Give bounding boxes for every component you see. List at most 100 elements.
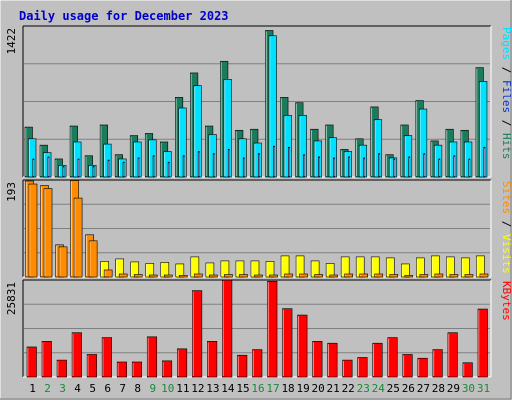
files-bar — [388, 157, 398, 178]
kbytes-bar — [462, 362, 473, 378]
files-bar — [253, 142, 262, 178]
sites-bar — [179, 275, 188, 278]
files-bar — [58, 165, 67, 178]
sites-bar — [419, 274, 429, 278]
files-bar — [434, 144, 443, 178]
sites-bar — [133, 274, 143, 278]
files-bar — [208, 134, 217, 178]
panel-1-ymax-label: 1422 — [5, 28, 18, 55]
files-bar — [268, 35, 277, 178]
panel-2-ymax-label: 193 — [5, 182, 18, 202]
day-label: 13 — [206, 382, 219, 395]
sites-bar — [239, 274, 248, 278]
sites-bar — [88, 240, 98, 278]
panel-3-ymax-label: 25831 — [5, 282, 18, 315]
sites-bar — [449, 274, 459, 278]
kbytes-bar — [312, 341, 323, 378]
kbytes-bar — [146, 336, 158, 378]
sites-bar — [224, 274, 233, 278]
files-bar — [193, 85, 202, 178]
sites-bar — [389, 274, 399, 278]
kbytes-bar — [342, 359, 353, 378]
sites-bar — [58, 246, 68, 278]
kbytes-bar — [26, 346, 37, 378]
day-label: 6 — [104, 382, 111, 395]
day-label: 17 — [266, 382, 279, 395]
files-bar — [419, 108, 428, 178]
day-label: 5 — [89, 382, 96, 395]
files-bar — [449, 141, 458, 178]
day-label: 4 — [74, 382, 81, 395]
kbytes-bar — [237, 354, 248, 378]
day-label: 7 — [119, 382, 126, 395]
day-label: 31 — [477, 382, 490, 395]
sites-bar — [118, 273, 128, 278]
day-label: 10 — [161, 382, 174, 395]
day-label: 19 — [296, 382, 309, 395]
sites-bar — [148, 274, 158, 278]
kbytes-bar — [357, 357, 368, 378]
sites-bar — [28, 183, 38, 278]
kbytes-bar — [372, 342, 383, 378]
sites-bar — [464, 274, 474, 278]
chart-panels: 1422 Pages / Files / Hits 193 Sites / Visit… — [5, 25, 512, 378]
panel-1-legend: Pages / Files / Hits — [500, 27, 512, 160]
panel-2: 193 Sites / Visits — [5, 179, 512, 278]
kbytes-bar — [477, 308, 488, 378]
sites-bar — [479, 273, 489, 278]
sites-bar — [359, 273, 369, 278]
kbytes-bar — [56, 359, 67, 378]
sites-bar — [374, 273, 384, 278]
files-bar — [73, 141, 82, 178]
sites-bar — [73, 197, 83, 278]
day-label: 21 — [327, 382, 340, 395]
day-label: 2 — [44, 382, 51, 395]
day-label: 18 — [281, 382, 294, 395]
day-label: 20 — [312, 382, 325, 395]
sites-bar — [269, 274, 278, 278]
panel-3: 25831 KBytes — [5, 279, 512, 378]
sites-bar — [194, 273, 203, 278]
files-bar — [223, 79, 232, 178]
sites-bar — [43, 188, 53, 278]
files-bar — [464, 141, 473, 178]
panel-3-legend-part: KBytes — [500, 281, 512, 321]
files-bar — [178, 107, 187, 178]
sites-bar — [254, 274, 263, 278]
files-bar — [283, 115, 292, 178]
panel-2-legend-part: Sites — [500, 181, 512, 214]
files-bar — [238, 138, 247, 178]
kbytes-bar — [252, 349, 263, 378]
day-label: 16 — [251, 382, 264, 395]
day-label: 9 — [149, 382, 156, 395]
files-bar — [103, 143, 112, 178]
files-bar — [358, 144, 368, 178]
day-label: 27 — [417, 382, 430, 395]
day-label: 22 — [342, 382, 355, 395]
kbytes-bar — [207, 341, 218, 378]
files-bar — [298, 115, 307, 178]
kbytes-bar — [417, 357, 428, 378]
panel-3-legend: KBytes — [500, 281, 512, 321]
kbytes-bar — [447, 332, 458, 378]
kbytes-bar — [267, 280, 278, 378]
sites-bar — [434, 273, 444, 278]
kbytes-bar — [282, 308, 293, 378]
files-bar — [373, 119, 383, 178]
day-label: 8 — [134, 382, 141, 395]
day-label: 15 — [236, 382, 249, 395]
sites-bar — [209, 274, 218, 278]
day-label: 25 — [387, 382, 400, 395]
panel-2-legend-part: / — [500, 214, 512, 234]
day-label: 29 — [447, 382, 460, 395]
files-bar — [43, 152, 52, 178]
sites-bar — [329, 274, 338, 278]
panel-2-legend: Sites / Visits — [500, 181, 512, 274]
chart-title: Daily usage for December 2023 — [19, 9, 229, 23]
day-label: 1 — [29, 382, 36, 395]
kbytes-bar — [327, 342, 338, 378]
panel-2-legend-part: Visits — [500, 234, 512, 274]
sites-bar — [103, 269, 113, 278]
sites-bar — [314, 274, 323, 278]
